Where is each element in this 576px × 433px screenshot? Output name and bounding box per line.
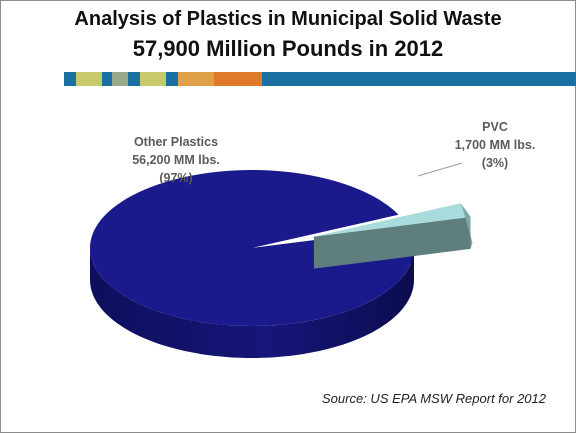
pvc-value-label: 1,700 MM lbs.: [455, 138, 536, 152]
stripe-segment: [166, 72, 178, 86]
stripe-segment: [140, 72, 166, 86]
other-plastics-slice-side: [90, 248, 414, 358]
stripe-segment: [262, 72, 576, 86]
stripe-segment: [64, 72, 76, 86]
chart-subtitle: 57,900 Million Pounds in 2012: [132, 36, 444, 61]
pvc-slice: [313, 203, 471, 237]
decorative-stripe: [64, 72, 576, 86]
source-note: Source: US EPA MSW Report for 2012: [322, 391, 546, 406]
pvc-leader-line: [417, 162, 463, 177]
pvc-percent-label: (3%): [482, 156, 508, 170]
pvc-slice-rim: [460, 203, 473, 249]
stripe-segment: [102, 72, 112, 86]
stripe-segment: [128, 72, 140, 86]
pvc-slice-side: [313, 216, 471, 269]
stripe-segment: [76, 72, 102, 86]
other-plastics-percent-label: (97%): [159, 171, 192, 185]
stripe-segment: [112, 72, 128, 86]
chart-title: Analysis of Plastics in Municipal Solid …: [74, 8, 502, 30]
other-plastics-value-label: 56,200 MM lbs.: [132, 153, 220, 167]
other-plastics-slice: [90, 170, 415, 327]
pvc-name-label: PVC: [482, 120, 508, 134]
stripe-segment: [214, 72, 262, 86]
stripe-segment: [178, 72, 214, 86]
other-plastics-name-label: Other Plastics: [134, 135, 218, 149]
